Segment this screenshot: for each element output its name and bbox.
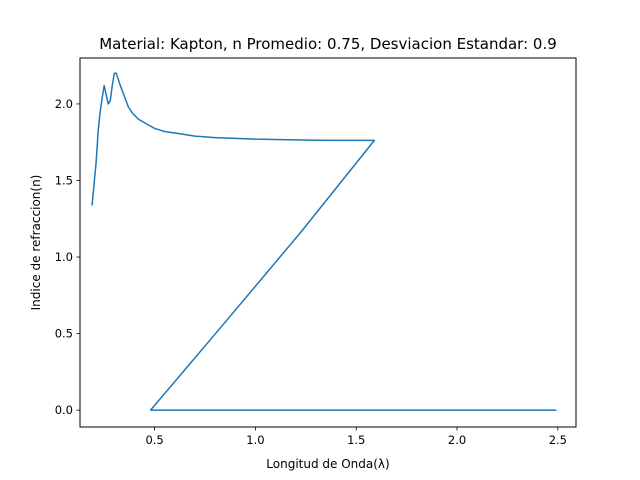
y-tick-label: 0.5 [55, 327, 73, 341]
x-tick-label: 1.0 [246, 433, 264, 447]
x-axis-label: Longitud de Onda(λ) [266, 457, 389, 471]
x-axis-ticks: 0.5 1.0 1.5 2.0 2.5 [145, 427, 567, 447]
x-tick-label: 2.0 [448, 433, 466, 447]
y-axis-ticks: 0.0 0.5 1.0 1.5 2.0 [55, 97, 80, 417]
y-axis-label: Indice de refraccion(n) [29, 175, 43, 311]
y-tick-label: 1.0 [55, 250, 73, 264]
chart-marks [91, 72, 557, 411]
x-tick-label: 2.5 [549, 433, 567, 447]
y-tick-label: 0.0 [55, 403, 73, 417]
plot-frame [79, 57, 577, 428]
y-tick-label: 2.0 [55, 97, 73, 111]
x-tick-label: 1.5 [347, 433, 365, 447]
y-tick-label: 1.5 [55, 173, 73, 187]
chart-title: Material: Kapton, n Promedio: 0.75, Desv… [99, 35, 557, 53]
series-line-0 [91, 72, 557, 411]
x-tick-label: 0.5 [145, 433, 163, 447]
